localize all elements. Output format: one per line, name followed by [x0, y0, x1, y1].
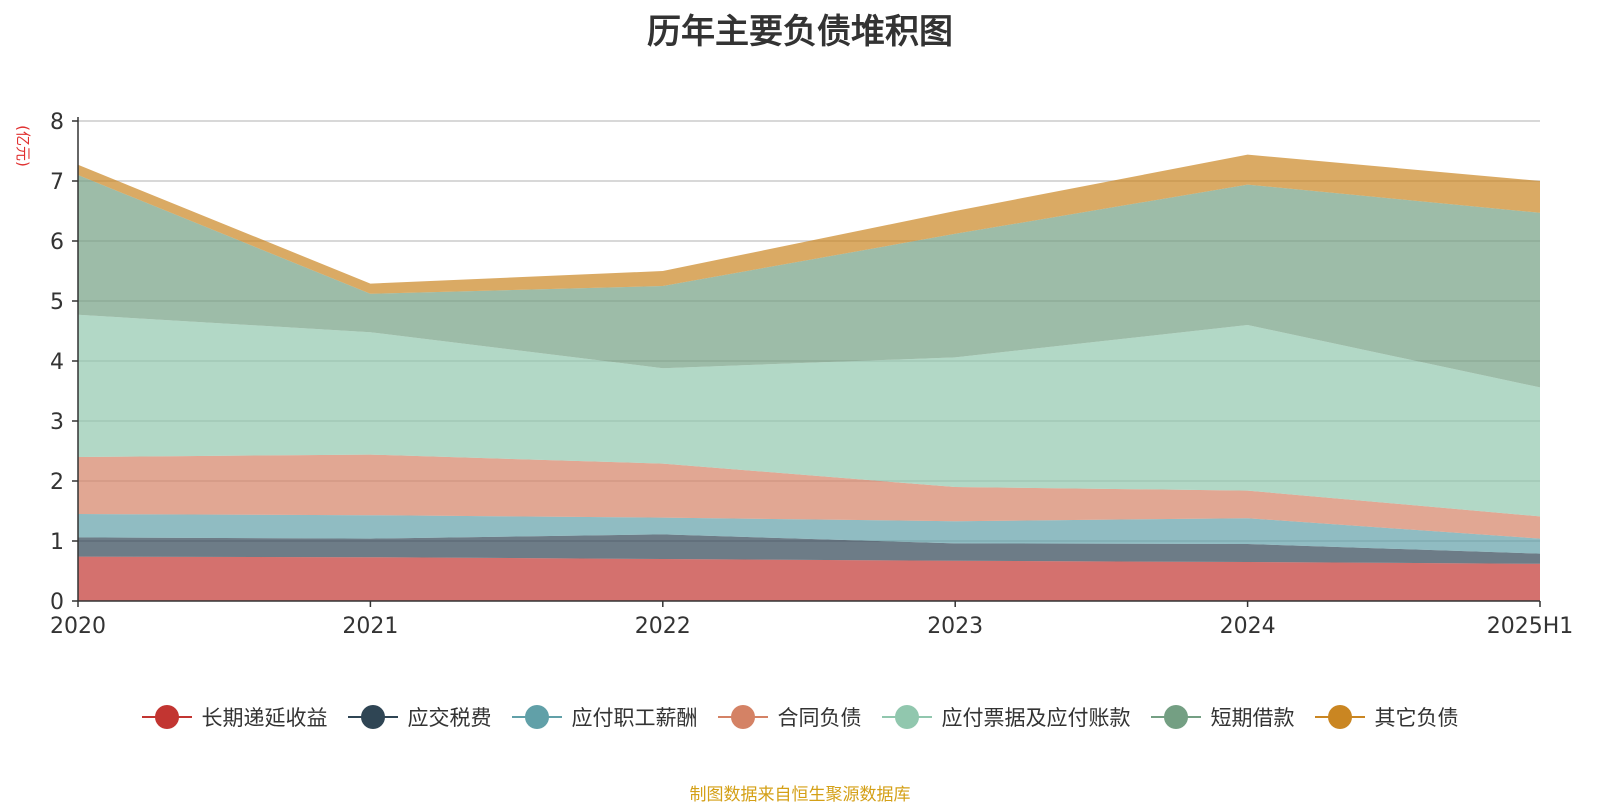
axes: 0 1 2 3 4 5 6 7 8 2020 2021 2022 2023 2024 2025H1 [50, 110, 1573, 639]
y-tick-label: 3 [50, 410, 64, 435]
x-tick-label: 2021 [342, 614, 398, 639]
source-note: 制图数据来自恒生聚源数据库 [689, 785, 911, 805]
legend-item[interactable]: 应付职工薪酬 [511, 702, 698, 732]
area-应交税费 [78, 534, 1540, 564]
legend-label: 应付职工薪酬 [571, 706, 698, 730]
area-长期递延收益 [78, 556, 1540, 601]
legend-marker-icon [511, 705, 562, 729]
legend-marker-icon [347, 705, 398, 729]
y-tick-label: 6 [50, 230, 64, 255]
area-短期借款 [78, 175, 1540, 388]
area-应付职工薪酬 [78, 514, 1540, 554]
legend-label: 应交税费 [407, 706, 492, 730]
legend: 长期递延收益 应交税费 应付职工薪酬 合同负债 应付票据及应付账款 短期借款 其它负债 [0, 702, 1600, 732]
y-tick-label: 0 [50, 590, 64, 615]
area-其它负债 [78, 154, 1540, 294]
x-tick-label: 2025H1 [1487, 614, 1574, 639]
legend-item[interactable]: 短期借款 [1150, 702, 1295, 732]
y-tick-label: 2 [50, 470, 64, 495]
legend-item[interactable]: 应交税费 [347, 702, 492, 732]
legend-item[interactable]: 应付票据及应付账款 [881, 702, 1131, 732]
y-tick-label: 1 [50, 530, 64, 555]
y-axis-label: (亿元) [14, 125, 32, 167]
legend-label: 长期递延收益 [201, 706, 328, 730]
area-应付票据及应付账款 [78, 314, 1540, 517]
legend-label: 应付票据及应付账款 [941, 706, 1131, 730]
area-合同负债 [78, 454, 1540, 539]
x-tick-label: 2022 [635, 614, 691, 639]
legend-item[interactable]: 长期递延收益 [141, 702, 328, 732]
legend-marker-icon [141, 705, 192, 729]
y-tick-label: 4 [50, 350, 64, 375]
legend-marker-icon [881, 705, 932, 729]
y-tick-label: 5 [50, 290, 64, 315]
stacked-areas [78, 154, 1540, 601]
legend-label: 其它负债 [1374, 706, 1459, 730]
x-tick-label: 2024 [1220, 614, 1276, 639]
legend-marker-icon [1314, 705, 1365, 729]
y-tick-label: 8 [50, 110, 64, 135]
x-tick-label: 2020 [50, 614, 106, 639]
legend-item[interactable]: 合同负债 [717, 702, 862, 732]
legend-label: 合同负债 [777, 706, 862, 730]
legend-item[interactable]: 其它负债 [1314, 702, 1459, 732]
x-tick-label: 2023 [927, 614, 983, 639]
legend-marker-icon [1150, 705, 1201, 729]
y-tick-label: 7 [50, 170, 64, 195]
legend-label: 短期借款 [1210, 706, 1295, 730]
chart-title: 历年主要负债堆积图 [647, 12, 953, 52]
legend-marker-icon [717, 705, 768, 729]
